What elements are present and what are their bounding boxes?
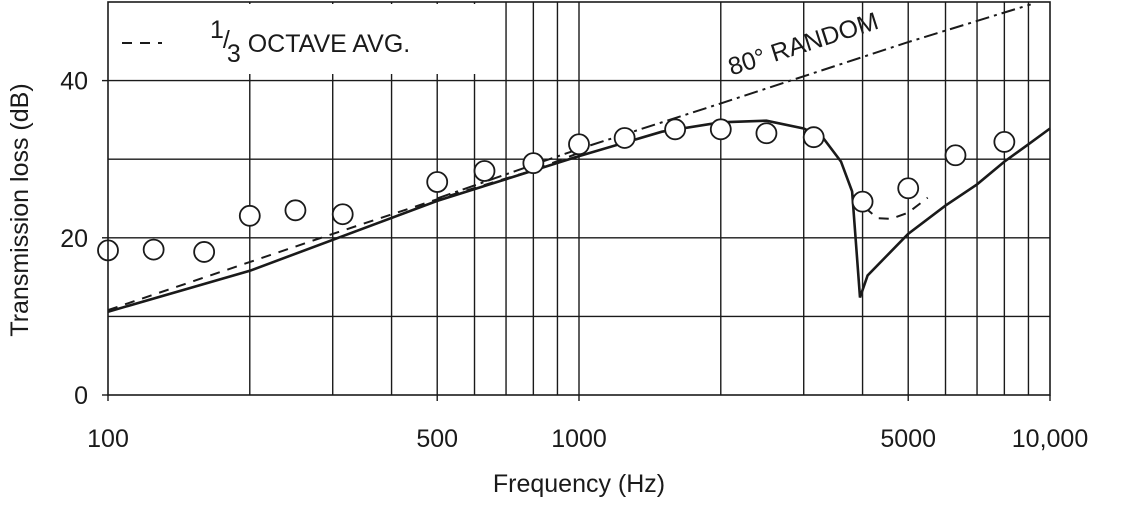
x-axis-label: Frequency (Hz)	[493, 470, 665, 498]
data-point	[473, 160, 496, 182]
y-axis-label: Transmission loss (dB)	[6, 83, 34, 336]
y-tick-label: 20	[60, 225, 88, 253]
line-series	[436, 3, 1031, 200]
data-point	[802, 126, 825, 149]
data-point	[851, 190, 874, 213]
data-point	[664, 118, 687, 141]
data-point	[568, 133, 590, 156]
x-tick-label: 10,000	[1012, 425, 1088, 453]
data-point	[331, 203, 354, 226]
x-tick-label: 1000	[551, 425, 607, 453]
line-series	[107, 151, 929, 312]
data-point	[709, 118, 732, 141]
y-tick-label: 0	[74, 382, 88, 410]
legend-label: 1/3 OCTAVE AVG.	[210, 16, 410, 68]
data-point	[613, 127, 636, 149]
data-point	[944, 144, 967, 167]
data-point	[993, 131, 1016, 153]
data-point	[284, 199, 307, 222]
data-point	[193, 241, 216, 263]
theory-line	[107, 119, 1051, 313]
plot-marks	[97, 3, 1051, 313]
data-point	[522, 152, 545, 175]
x-tick-label: 100	[87, 425, 129, 453]
data-point	[426, 171, 449, 193]
y-tick-label: 40	[60, 68, 88, 96]
data-point	[238, 204, 261, 227]
data-point	[755, 122, 778, 145]
x-tick-label: 5000	[880, 425, 936, 453]
legend-background	[110, 4, 490, 74]
data-point	[897, 177, 920, 200]
data-point	[142, 238, 165, 261]
x-tick-label: 500	[416, 425, 458, 453]
